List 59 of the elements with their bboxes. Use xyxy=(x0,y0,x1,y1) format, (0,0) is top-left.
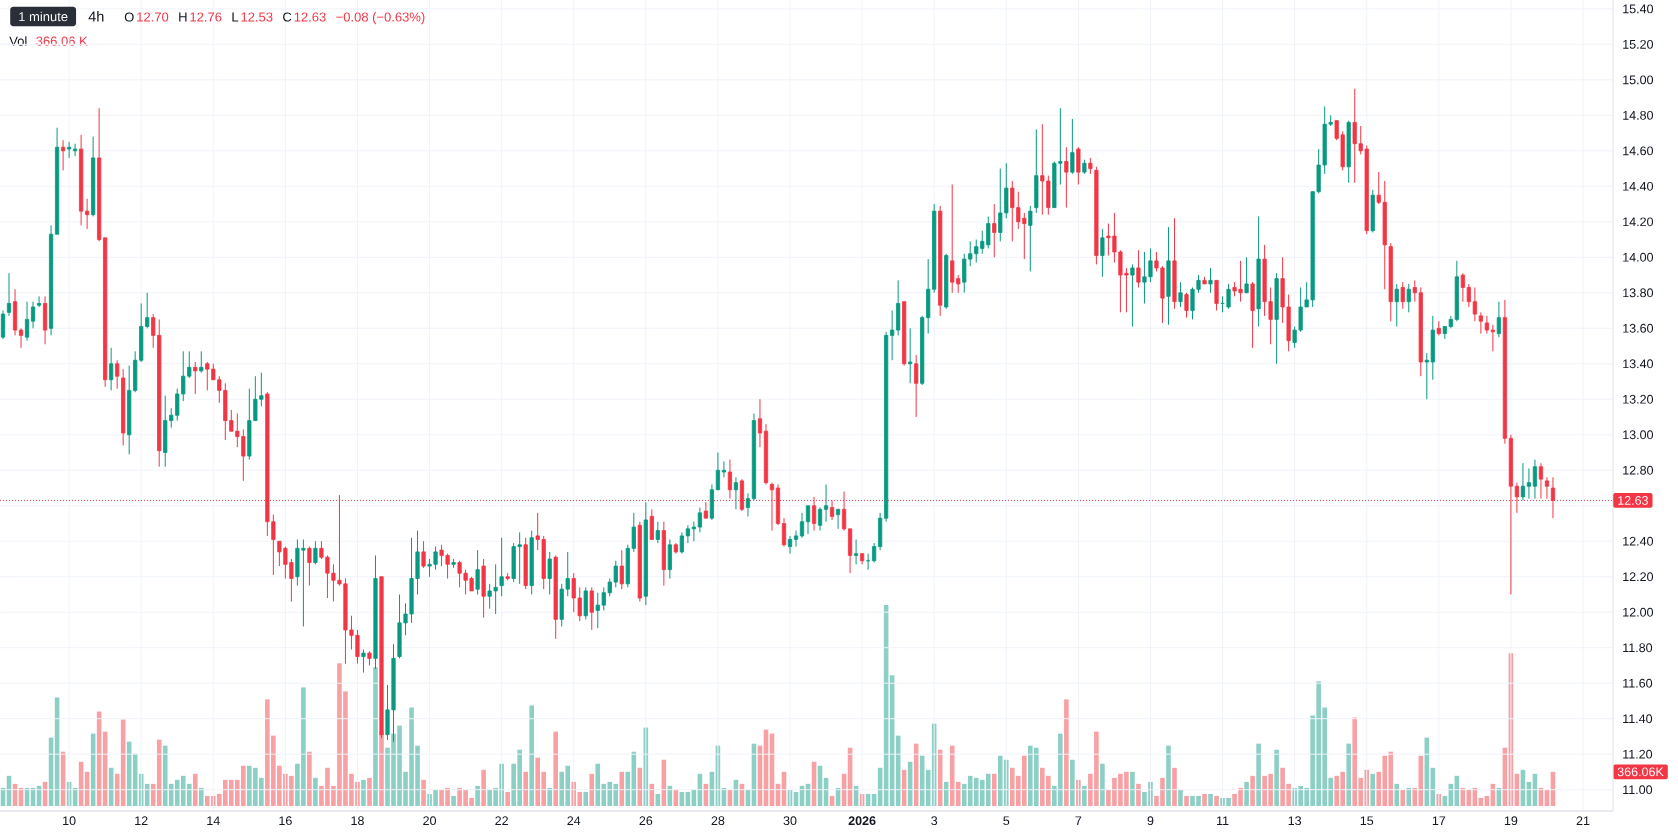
x-tick-label: 11 xyxy=(1217,816,1229,825)
y-tick-label: 12.40 xyxy=(1623,536,1654,546)
annotation: 12.63 xyxy=(294,12,326,22)
y-tick-label: 12.00 xyxy=(1623,607,1654,617)
annotation: H xyxy=(179,12,187,22)
x-tick-label: 19 xyxy=(1504,816,1518,826)
x-tick-label: 15 xyxy=(1360,816,1374,826)
x-tick-label: 9 xyxy=(1147,816,1154,826)
annotation: L xyxy=(232,12,239,22)
x-tick-label: 17 xyxy=(1432,816,1446,825)
y-tick-label: 11.00 xyxy=(1623,785,1653,795)
y-tick-label: 14.20 xyxy=(1623,217,1654,227)
y-tick-label: 11.60 xyxy=(1623,678,1653,688)
y-tick-label: 12.20 xyxy=(1623,572,1654,582)
x-tick-label: 30 xyxy=(783,816,797,826)
y-tick-label: 15.00 xyxy=(1623,75,1654,85)
text: 366.06K xyxy=(1617,767,1664,777)
y-tick-label: 14.00 xyxy=(1623,252,1654,262)
text: 4h xyxy=(88,10,104,22)
ref-line-label: 12.63 xyxy=(1618,495,1648,505)
annotation: 1 minute xyxy=(19,11,68,22)
y-tick-label: 11.80 xyxy=(1623,643,1653,653)
y-tick-label: 15.40 xyxy=(1623,4,1654,14)
x-tick-label: 5 xyxy=(1003,816,1010,826)
x-tick-label: 26 xyxy=(639,816,653,826)
y-tick-label: 13.80 xyxy=(1623,288,1654,298)
x-tick-label: 24 xyxy=(567,816,581,825)
x-tick-label: 3 xyxy=(931,816,938,826)
x-tick-label: 18 xyxy=(351,816,364,826)
x-tick-label: 14 xyxy=(207,816,220,825)
y-tick-label: 13.20 xyxy=(1623,394,1654,404)
x-tick-label: 22 xyxy=(495,816,508,825)
y-tick-label: 13.00 xyxy=(1623,430,1654,440)
y-tick-label: 12.80 xyxy=(1623,465,1654,475)
annotation: 12.53 xyxy=(241,12,273,22)
y-tick-label: 14.80 xyxy=(1623,110,1654,120)
x-tick-label: 20 xyxy=(423,816,437,826)
annotation: −0.08 (−0.63%) xyxy=(336,12,425,25)
annotation: 366.06 K xyxy=(36,36,88,46)
y-tick-label: 11.40 xyxy=(1623,714,1653,724)
x-tick-label: 13 xyxy=(1288,816,1302,826)
x-tick-label: 7 xyxy=(1075,816,1082,825)
annotation: C xyxy=(283,12,292,22)
annotation: 12.70 xyxy=(137,12,169,22)
y-tick-label: 14.60 xyxy=(1623,146,1654,156)
annotation: O xyxy=(124,12,134,22)
x-tick-label: 10 xyxy=(63,816,76,826)
x-tick-label: 16 xyxy=(279,816,292,826)
y-tick-label: 13.40 xyxy=(1623,359,1654,369)
y-tick-label: 14.40 xyxy=(1623,181,1654,191)
chart-title: Vol xyxy=(9,36,27,46)
x-tick-label: 28 xyxy=(711,816,725,826)
x-tick-label: 12 xyxy=(135,816,148,825)
x-tick-label: 21 xyxy=(1576,816,1590,825)
annotation: 12.76 xyxy=(190,12,222,22)
y-tick-label: 11.20 xyxy=(1623,749,1653,759)
x-tick-label: 2026 xyxy=(848,816,876,826)
y-tick-label: 13.60 xyxy=(1623,323,1654,333)
y-tick-label: 15.20 xyxy=(1623,39,1654,49)
